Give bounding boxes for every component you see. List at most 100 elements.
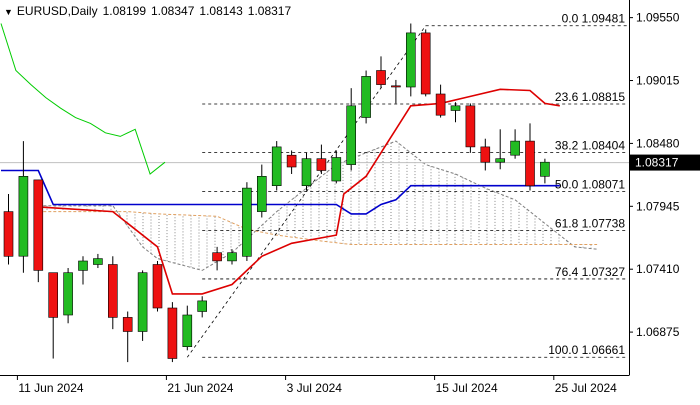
candle — [137, 270, 148, 341]
candle — [18, 141, 29, 273]
chikou-span-line — [0, 23, 166, 175]
y-tick-label: 1.07410 — [636, 262, 680, 276]
candle — [33, 179, 44, 283]
candle — [93, 253, 103, 269]
candles — [3, 23, 550, 363]
fib-level-label: 100.0 1.06661 — [548, 343, 625, 357]
candle — [48, 272, 59, 359]
candle-body-bear — [420, 32, 431, 95]
indicator-lines — [0, 23, 560, 295]
candle — [212, 246, 222, 271]
candle — [376, 56, 386, 89]
fib-level-label: 50.0 1.08071 — [555, 177, 625, 191]
close-value: 1.08317 — [247, 4, 292, 18]
candle — [480, 138, 491, 171]
candle-body-bull — [346, 105, 357, 165]
candle — [450, 102, 461, 123]
candle — [316, 144, 327, 174]
candle-body-bull — [78, 260, 88, 271]
chart-header: ▼ EURUSD,Daily 1.08199 1.08347 1.08143 1.0831… — [4, 4, 296, 18]
current-price-label: 1.08317 — [635, 156, 679, 170]
x-tick-label: 25 Jul 2024 — [555, 381, 617, 395]
candle — [420, 29, 431, 97]
candle-body-bull — [227, 252, 237, 262]
candle-body-bull — [540, 161, 550, 177]
candle-body-bull — [63, 272, 73, 316]
candle-body-bull — [271, 146, 282, 186]
candle — [286, 150, 297, 174]
candle-body-bull — [510, 140, 520, 156]
candle — [167, 302, 178, 363]
candle-body-bear — [48, 272, 59, 318]
fibonacci-levels: 0.0 1.09481 23.6 1.08815 38.2 1.08404 50.0 … — [0, 12, 629, 358]
fib-level-label: 61.8 1.07738 — [555, 217, 625, 231]
candle-body-bull — [197, 300, 207, 312]
y-tick-label: 1.07945 — [636, 199, 680, 213]
candle-body-bear — [108, 264, 118, 318]
y-tick-label: 1.09015 — [636, 74, 680, 88]
candle-body-bear — [33, 179, 44, 271]
symbol-label: EURUSD,Daily — [16, 4, 98, 18]
candle-body-bull — [256, 176, 267, 212]
candle-body-bull — [405, 32, 416, 88]
candle — [525, 123, 535, 191]
candle-body-bull — [93, 258, 103, 265]
candle-body-bear — [391, 85, 401, 88]
candle-body-bull — [301, 158, 312, 186]
candle — [152, 260, 163, 312]
candle — [361, 70, 371, 124]
candle-body-bull — [450, 105, 461, 111]
candle — [405, 23, 416, 97]
candle-body-bear — [212, 252, 222, 262]
candle — [122, 311, 133, 363]
candle-body-bull — [361, 76, 371, 118]
x-tick-label: 21 Jun 2024 — [167, 381, 233, 395]
low-value: 1.08143 — [199, 4, 243, 18]
fib-level-label: 23.6 1.08815 — [555, 90, 625, 104]
candle — [256, 164, 267, 218]
current-price-tag — [630, 154, 700, 171]
x-tick-label: 15 Jul 2024 — [436, 381, 498, 395]
candle — [227, 249, 237, 265]
open-value: 1.08199 — [102, 4, 146, 18]
candle — [3, 193, 14, 265]
candle-body-bear — [286, 154, 297, 168]
candle — [540, 158, 550, 184]
candle-body-bear — [435, 93, 446, 116]
x-tick-label: 11 Jun 2024 — [18, 381, 83, 395]
x-tick-label: 3 Jul 2024 — [287, 381, 343, 395]
collapse-triangle-icon[interactable]: ▼ — [4, 7, 13, 17]
fib-level-label: 76.4 1.07327 — [555, 265, 625, 279]
tenkan-sen-line — [38, 88, 560, 295]
candle — [331, 150, 342, 184]
candle — [435, 84, 446, 118]
candle — [510, 129, 520, 159]
candle-body-bull — [242, 187, 252, 257]
candle — [391, 79, 401, 104]
fib-level-label: 38.2 1.08404 — [555, 138, 625, 152]
candle-body-bull — [137, 272, 148, 332]
candle — [197, 296, 207, 318]
candle-body-bear — [167, 307, 178, 359]
candle — [242, 182, 252, 261]
candle — [78, 256, 88, 285]
candle-body-bear — [525, 140, 535, 187]
candle-body-bear — [480, 146, 491, 163]
candle-body-bear — [316, 158, 327, 171]
y-tick-label: 1.09550 — [636, 11, 680, 25]
candle-body-bear — [122, 317, 133, 332]
y-tick-label: 1.08480 — [636, 136, 680, 150]
y-tick-label: 1.06875 — [636, 325, 680, 339]
candle — [301, 152, 312, 191]
kijun-sen-line — [1, 169, 560, 215]
candle-body-bull — [182, 314, 193, 348]
candle-body-bear — [152, 264, 163, 309]
axes: 1.09550 1.09015 1.08480 1.07945 1.07410 1.068… — [0, 0, 700, 395]
candle-body-bear — [376, 70, 386, 85]
candle — [271, 141, 282, 191]
candle-body-bull — [18, 176, 29, 257]
fib-trendline — [186, 25, 427, 358]
candle-body-bull — [331, 157, 342, 182]
